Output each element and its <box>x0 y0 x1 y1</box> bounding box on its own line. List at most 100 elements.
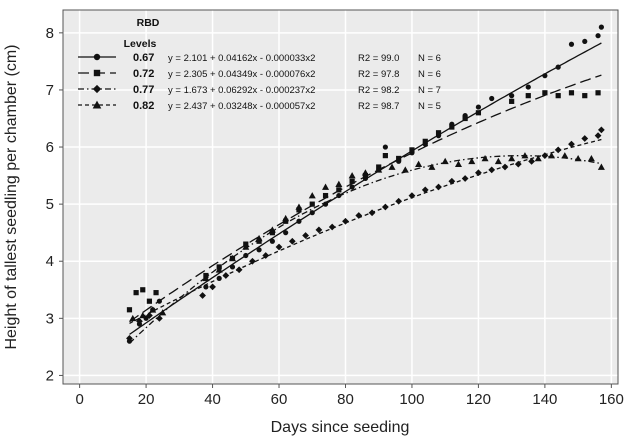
data-point-0.72 <box>140 287 146 293</box>
data-point-0.67 <box>296 218 302 224</box>
data-point-0.67 <box>382 144 388 150</box>
data-point-0.72 <box>362 172 369 179</box>
legend-r2-0.72: R2 = 97.8 <box>358 69 399 80</box>
x-tick-label: 40 <box>204 391 221 408</box>
data-point-0.77 <box>528 157 535 165</box>
data-point-0.82 <box>587 154 595 162</box>
data-point-0.77 <box>568 140 575 148</box>
legend-equation-0.72: y = 2.305 + 0.04349x - 0.000076x2 <box>168 69 315 80</box>
data-point-0.67 <box>309 210 315 216</box>
data-point-0.77 <box>342 217 349 225</box>
data-point-0.67 <box>156 298 162 304</box>
data-point-0.67 <box>542 73 548 79</box>
data-point-0.72 <box>269 230 275 236</box>
data-point-0.72 <box>382 153 388 159</box>
data-point-0.77 <box>136 317 143 325</box>
legend-marker-0.67 <box>93 53 101 61</box>
data-point-0.77 <box>501 163 509 171</box>
x-axis-title: Days since seeding <box>271 419 410 436</box>
legend-equation-0.67: y = 2.101 + 0.04162x - 0.000033x2 <box>168 53 315 64</box>
legend-n-0.82: N = 5 <box>418 101 441 112</box>
data-point-0.82 <box>139 311 147 319</box>
y-axis-ticks: 2 3 4 5 6 7 8 <box>46 25 63 384</box>
data-point-0.82 <box>322 183 330 190</box>
y-tick-label: 5 <box>46 196 54 213</box>
data-point-0.72 <box>349 178 355 184</box>
data-point-0.67 <box>555 64 561 70</box>
data-point-0.82 <box>282 214 290 222</box>
data-point-0.77 <box>514 160 522 168</box>
data-point-0.72 <box>322 192 329 199</box>
data-point-0.82 <box>228 254 237 262</box>
legend-level-0.82: 0.82 <box>133 100 154 112</box>
data-point-0.72 <box>422 138 428 144</box>
y-axis-title: Height of tallest seedling per chamber (… <box>3 44 20 349</box>
x-tick-label: 80 <box>337 391 354 408</box>
data-point-0.77 <box>581 135 589 142</box>
legend: RBD Levels 0.67 y = 2.101 + 0.04162x - 0.00… <box>78 17 441 112</box>
data-point-0.67 <box>229 264 236 270</box>
data-point-0.77 <box>421 186 429 194</box>
data-point-0.72 <box>555 93 561 99</box>
data-point-0.72 <box>435 130 442 136</box>
legend-level-0.77: 0.77 <box>133 84 154 96</box>
data-point-0.67 <box>203 284 209 290</box>
data-point-0.77 <box>328 223 336 231</box>
data-point-0.82 <box>215 266 223 273</box>
data-point-0.82 <box>441 157 449 165</box>
legend-n-0.67: N = 6 <box>418 53 441 64</box>
data-point-0.77 <box>262 252 270 259</box>
data-point-0.67 <box>256 247 262 253</box>
fit-curve-0.82 <box>129 138 602 324</box>
data-point-0.77 <box>598 126 605 134</box>
data-point-0.72 <box>283 218 289 224</box>
legend-level-0.67: 0.67 <box>133 52 154 64</box>
data-point-0.82 <box>159 309 167 316</box>
data-point-0.82 <box>428 163 436 170</box>
legend-title: Levels <box>124 38 157 50</box>
data-point-0.67 <box>568 41 575 47</box>
data-point-0.77 <box>435 183 442 191</box>
data-point-0.77 <box>448 177 456 185</box>
legend-equation-0.77: y = 1.673 + 0.06292x - 0.000237x2 <box>168 85 315 96</box>
data-point-0.82 <box>129 314 137 322</box>
data-point-0.72 <box>582 93 588 99</box>
data-point-0.82 <box>415 160 423 167</box>
data-point-0.82 <box>348 172 356 179</box>
x-tick-label: 120 <box>466 391 491 408</box>
data-point-0.72 <box>146 298 153 304</box>
y-tick-label: 8 <box>46 25 54 42</box>
data-point-0.77 <box>155 314 163 322</box>
data-point-0.82 <box>401 166 409 173</box>
y-tick-label: 4 <box>46 253 54 270</box>
data-point-0.72 <box>509 98 515 104</box>
data-point-0.82 <box>534 154 542 162</box>
data-point-0.67 <box>509 93 515 99</box>
legend-equation-0.82: y = 2.437 + 0.03248x - 0.000057x2 <box>168 101 315 112</box>
data-point-0.67 <box>489 95 495 102</box>
plot-frame <box>62 9 619 385</box>
data-point-0.72 <box>296 207 302 213</box>
data-point-0.72 <box>336 187 342 193</box>
data-point-0.72 <box>525 93 531 99</box>
x-tick-label: 160 <box>599 391 624 408</box>
data-point-0.67 <box>269 238 275 244</box>
data-point-0.67 <box>598 24 604 30</box>
data-point-0.72 <box>133 290 139 296</box>
y-tick-label: 2 <box>46 367 54 384</box>
legend-level-0.72: 0.72 <box>133 68 154 80</box>
data-point-0.82 <box>508 154 516 162</box>
data-point-0.77 <box>235 266 243 274</box>
data-point-0.82 <box>268 226 276 233</box>
data-point-0.77 <box>541 152 549 159</box>
data-point-0.77 <box>408 192 416 199</box>
data-point-0.82 <box>375 166 383 173</box>
data-point-0.72 <box>475 110 482 116</box>
data-point-0.77 <box>594 132 602 139</box>
data-point-0.67 <box>349 184 355 190</box>
data-point-0.77 <box>288 237 296 245</box>
data-point-0.72 <box>309 201 315 207</box>
data-point-0.82 <box>561 152 569 159</box>
data-point-0.77 <box>222 272 230 279</box>
